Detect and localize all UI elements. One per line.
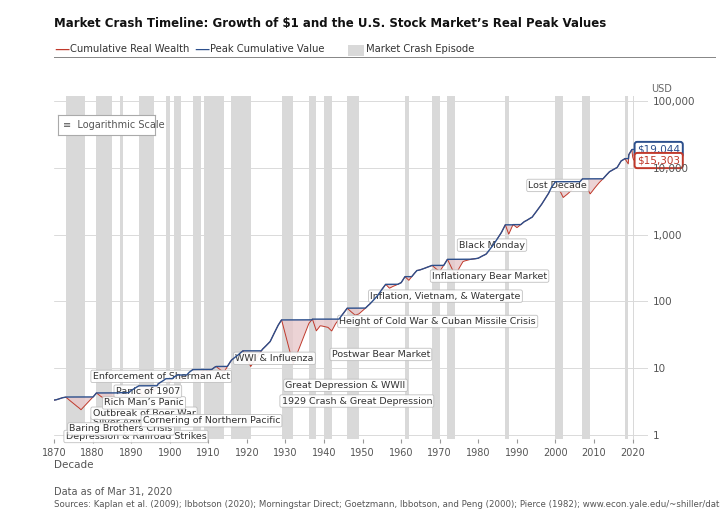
Text: Rich Man’s Panic: Rich Man’s Panic (104, 398, 184, 407)
Text: Sources: Kaplan et al. (2009); Ibbotson (2020); Morningstar Direct; Goetzmann, I: Sources: Kaplan et al. (2009); Ibbotson … (54, 500, 720, 509)
Bar (139, 96, 154, 439)
Text: Data as of Mar 31, 2020: Data as of Mar 31, 2020 (54, 487, 172, 497)
Text: Decade: Decade (54, 460, 94, 470)
Bar (347, 96, 359, 439)
Text: Height of Cold War & Cuban Missile Crisis: Height of Cold War & Cuban Missile Crisi… (339, 317, 536, 326)
Bar (66, 96, 85, 439)
Bar (505, 96, 509, 439)
Text: Postwar Bear Market: Postwar Bear Market (332, 350, 430, 359)
Text: WWI & Influenza: WWI & Influenza (235, 354, 314, 363)
Text: Depression & Railroad Strikes: Depression & Railroad Strikes (66, 432, 207, 441)
Bar (96, 96, 112, 439)
Text: Cumulative Real Wealth: Cumulative Real Wealth (70, 44, 189, 55)
Bar (633, 96, 634, 439)
Text: $15,303: $15,303 (637, 155, 680, 165)
Text: ≡  Logarithmic Scale: ≡ Logarithmic Scale (63, 120, 165, 131)
Text: Inflationary Bear Market: Inflationary Bear Market (432, 271, 547, 281)
Bar (309, 96, 316, 439)
Text: Great Depression & WWII: Great Depression & WWII (285, 381, 405, 390)
Text: Cornering of Northern Pacific: Cornering of Northern Pacific (143, 416, 280, 425)
Text: USD: USD (652, 84, 672, 94)
Text: Enforcement of Sherman Act: Enforcement of Sherman Act (93, 372, 230, 381)
Bar (625, 96, 628, 439)
Bar (405, 96, 409, 439)
Bar (324, 96, 332, 439)
Text: Market Crash Timeline: Growth of $1 and the U.S. Stock Market’s Real Peak Values: Market Crash Timeline: Growth of $1 and … (54, 17, 606, 30)
Text: Black Monday: Black Monday (459, 241, 525, 250)
Bar (204, 96, 224, 439)
Text: —: — (54, 42, 69, 57)
Text: 1929 Crash & Great Depression: 1929 Crash & Great Depression (282, 397, 432, 406)
Text: —: — (194, 42, 210, 57)
Bar (555, 96, 563, 439)
Bar (282, 96, 293, 439)
Text: Panic of 1907: Panic of 1907 (116, 387, 180, 396)
Bar (582, 96, 590, 439)
Text: Outbreak of Boer War: Outbreak of Boer War (93, 409, 195, 418)
Text: Baring Brothers Crisis: Baring Brothers Crisis (69, 424, 173, 434)
Bar (174, 96, 181, 439)
Text: Lost Decade: Lost Decade (528, 181, 588, 190)
Bar (120, 96, 123, 439)
Text: Market Crash Episode: Market Crash Episode (366, 44, 475, 55)
Bar (166, 96, 170, 439)
Bar (432, 96, 440, 439)
Text: Inflation, Vietnam, & Watergate: Inflation, Vietnam, & Watergate (370, 292, 521, 301)
Text: Silver Agitation: Silver Agitation (93, 418, 165, 426)
Bar (193, 96, 201, 439)
Text: $19,044: $19,044 (637, 145, 680, 154)
Bar (231, 96, 251, 439)
Bar (447, 96, 455, 439)
Text: Peak Cumulative Value: Peak Cumulative Value (210, 44, 325, 55)
